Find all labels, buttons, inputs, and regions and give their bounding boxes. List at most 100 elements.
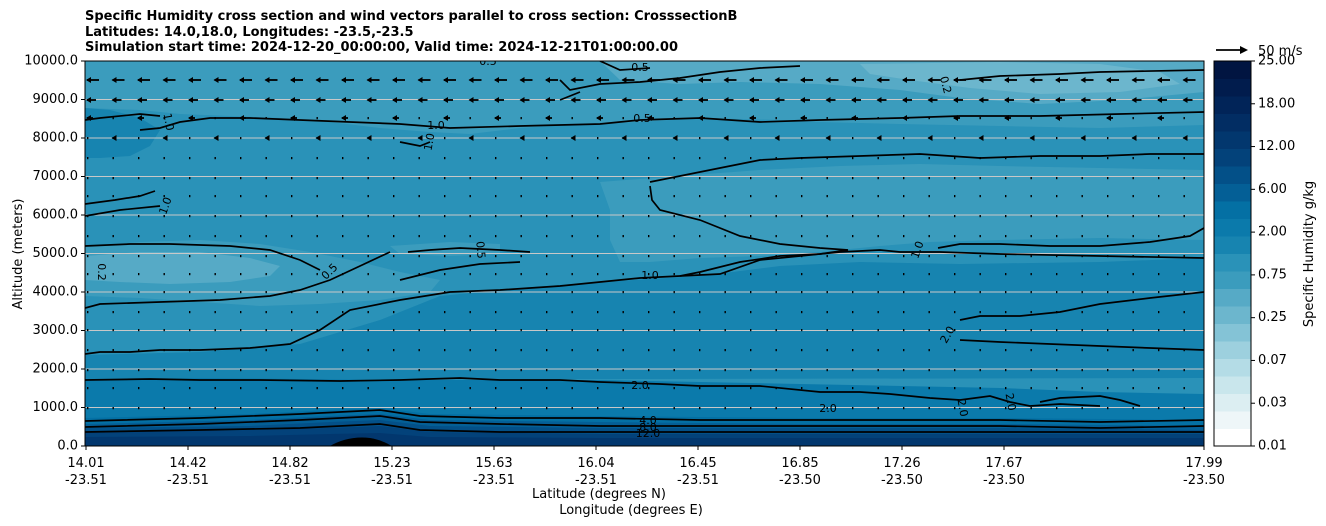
- wind-vector-dot: [979, 291, 981, 294]
- x-tick-label-lat: 17.67: [985, 456, 1022, 471]
- wind-vector-dot: [1158, 137, 1160, 140]
- wind-vector-dot: [265, 329, 267, 332]
- wind-vector-dot: [826, 235, 828, 238]
- wind-vector-head: [927, 97, 933, 103]
- wind-vector-head: [519, 97, 525, 103]
- colorbar-swatch: [1214, 376, 1251, 394]
- wind-vector-head: [902, 97, 907, 103]
- wind-vector-dot: [903, 157, 905, 160]
- colorbar-swatch: [1214, 323, 1251, 342]
- wind-vector-head: [800, 115, 805, 121]
- contour-line-3: [85, 243, 321, 271]
- wind-vector-dot: [87, 369, 89, 372]
- wind-vector-dot: [954, 387, 956, 390]
- fill-left-dryer-bubble: [85, 252, 280, 284]
- x-tick-label-lon: -23.51: [167, 473, 209, 488]
- wind-vector-head: [545, 115, 550, 121]
- wind-vector-dot: [903, 291, 905, 294]
- wind-vector-dot: [393, 311, 395, 314]
- wind-vector-dot: [852, 157, 854, 160]
- wind-vector-dot: [903, 255, 905, 258]
- colorbar-tick-label: 2.00: [1258, 225, 1287, 240]
- wind-vector-dot: [163, 235, 165, 238]
- wind-vector-dot: [673, 369, 675, 372]
- wind-vector-dot: [801, 255, 803, 258]
- wind-vector-dot: [648, 311, 650, 314]
- wind-vector-dot: [240, 273, 242, 276]
- wind-vector-dot: [903, 177, 905, 180]
- wind-vector-dot: [316, 177, 318, 180]
- wind-vector-dot: [724, 369, 726, 372]
- wind-vector-dot: [1132, 407, 1134, 410]
- wind-vector-dot: [265, 195, 267, 198]
- wind-vector-dot: [622, 291, 624, 294]
- wind-vector-head: [137, 115, 142, 121]
- wind-vector-dot: [724, 177, 726, 180]
- wind-vector-dot: [1158, 177, 1160, 180]
- wind-vector-head: [519, 135, 525, 141]
- wind-vector-head: [188, 77, 193, 83]
- contour-line-7: [407, 247, 531, 253]
- wind-vector-dot: [189, 369, 191, 372]
- wind-vector-dot: [1107, 215, 1109, 218]
- wind-vector-head: [1055, 77, 1060, 83]
- wind-vector-dot: [699, 311, 701, 314]
- wind-vector-dot: [954, 291, 956, 294]
- wind-vector-dot: [138, 311, 140, 314]
- wind-vector-dot: [979, 157, 981, 160]
- wind-vector-head: [723, 77, 729, 83]
- x-tick-label-lon: -23.50: [779, 473, 821, 488]
- contour-label-13: 2.0: [631, 379, 649, 392]
- wind-vector-dot: [1056, 177, 1058, 180]
- wind-vector-dot: [342, 255, 344, 258]
- wind-vector-dot: [826, 291, 828, 294]
- title-line-1: Specific Humidity cross section and wind…: [85, 9, 738, 24]
- wind-vector-dot: [1107, 255, 1109, 258]
- wind-vector-head: [468, 135, 474, 141]
- wind-vector-dot: [87, 329, 89, 332]
- wind-vector-head: [1055, 97, 1060, 103]
- wind-vector-dot: [979, 329, 981, 332]
- colorbar-swatch: [1214, 113, 1251, 132]
- wind-vector-dot: [316, 349, 318, 352]
- wind-vector-head: [647, 115, 652, 121]
- wind-vector-dot: [214, 329, 216, 332]
- wind-vector-dot: [189, 255, 191, 258]
- wind-vector-dot: [342, 273, 344, 276]
- wind-vector-head: [851, 77, 856, 83]
- wind-vector-dot: [673, 195, 675, 198]
- colorbar-tick-label: 0.07: [1258, 353, 1287, 368]
- wind-vector-dot: [928, 215, 930, 218]
- wind-vector-head: [953, 115, 958, 121]
- wind-vector-head: [239, 115, 244, 121]
- wind-vector-dot: [367, 157, 369, 160]
- wind-vector-dot: [903, 311, 905, 314]
- wind-vector-dot: [1081, 311, 1083, 314]
- wind-vector-dot: [316, 157, 318, 160]
- wind-vector-dot: [852, 255, 854, 258]
- wind-vector-dot: [1132, 235, 1134, 238]
- wind-vector-head: [1182, 77, 1188, 83]
- wind-vector-dot: [469, 177, 471, 180]
- colorbar-tick-label: 0.25: [1258, 310, 1287, 325]
- x-tick-label-lat: 15.23: [373, 456, 410, 471]
- wind-vector-dot: [1056, 387, 1058, 390]
- wind-vector-dot: [214, 117, 216, 120]
- wind-vector-dot: [265, 291, 267, 294]
- wind-vector-dot: [393, 349, 395, 352]
- wind-vector-dot: [112, 195, 114, 198]
- wind-vector-head: [1106, 115, 1111, 121]
- wind-vector-dot: [291, 329, 293, 332]
- wind-vector-head: [264, 77, 270, 83]
- colorbar-swatch: [1214, 236, 1251, 254]
- y-tick-label: 4000.0: [33, 285, 79, 300]
- wind-vector-dot: [469, 349, 471, 352]
- wind-vector-dot: [112, 329, 114, 332]
- wind-vector-dot: [724, 117, 726, 120]
- wind-vector-head: [978, 77, 984, 83]
- wind-vector-dot: [265, 407, 267, 410]
- wind-vector-dot: [163, 349, 165, 352]
- wind-vector-dot: [1183, 407, 1185, 410]
- wind-vector-dot: [418, 177, 420, 180]
- wind-vector-head: [111, 135, 117, 141]
